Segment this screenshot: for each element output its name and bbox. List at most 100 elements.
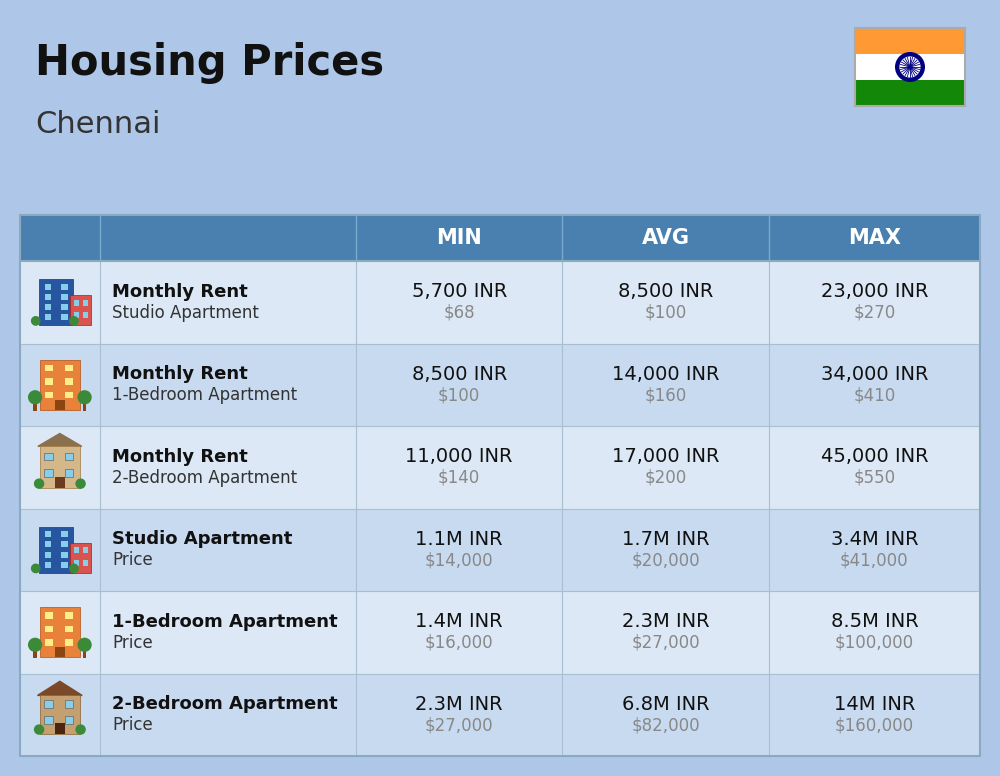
FancyBboxPatch shape (855, 54, 965, 80)
Text: Studio Apartment: Studio Apartment (112, 304, 259, 322)
FancyBboxPatch shape (20, 426, 100, 508)
FancyBboxPatch shape (45, 562, 51, 568)
FancyBboxPatch shape (562, 261, 769, 344)
FancyBboxPatch shape (100, 215, 356, 261)
Circle shape (32, 564, 40, 573)
Text: $160,000: $160,000 (835, 716, 914, 734)
FancyBboxPatch shape (74, 300, 79, 306)
FancyBboxPatch shape (356, 674, 562, 756)
FancyBboxPatch shape (562, 508, 769, 591)
Text: Monthly Rent: Monthly Rent (112, 448, 248, 466)
FancyBboxPatch shape (100, 674, 356, 756)
FancyBboxPatch shape (40, 607, 80, 657)
FancyBboxPatch shape (70, 542, 91, 573)
Text: $100: $100 (438, 386, 480, 404)
FancyBboxPatch shape (855, 80, 965, 106)
Circle shape (70, 564, 78, 573)
FancyBboxPatch shape (562, 344, 769, 426)
FancyBboxPatch shape (65, 612, 73, 618)
FancyBboxPatch shape (562, 426, 769, 508)
Text: $140: $140 (438, 469, 480, 487)
Text: $100: $100 (644, 304, 687, 322)
Text: $550: $550 (853, 469, 895, 487)
FancyBboxPatch shape (83, 560, 88, 566)
FancyBboxPatch shape (769, 674, 980, 756)
FancyBboxPatch shape (356, 508, 562, 591)
FancyBboxPatch shape (61, 552, 68, 558)
Text: MAX: MAX (848, 228, 901, 248)
Text: 17,000 INR: 17,000 INR (612, 447, 719, 466)
FancyBboxPatch shape (74, 313, 79, 318)
FancyBboxPatch shape (45, 639, 53, 646)
Text: 34,000 INR: 34,000 INR (821, 365, 928, 383)
FancyBboxPatch shape (45, 612, 53, 618)
FancyBboxPatch shape (45, 378, 53, 385)
FancyBboxPatch shape (61, 314, 68, 320)
Text: 8.5M INR: 8.5M INR (831, 612, 918, 631)
FancyBboxPatch shape (356, 344, 562, 426)
FancyBboxPatch shape (65, 452, 73, 460)
FancyBboxPatch shape (70, 296, 91, 325)
Text: Price: Price (112, 716, 153, 734)
FancyBboxPatch shape (769, 426, 980, 508)
FancyBboxPatch shape (20, 591, 100, 674)
FancyBboxPatch shape (562, 215, 769, 261)
FancyBboxPatch shape (74, 560, 79, 566)
FancyBboxPatch shape (100, 344, 356, 426)
Text: Monthly Rent: Monthly Rent (112, 365, 248, 383)
FancyBboxPatch shape (61, 284, 68, 289)
FancyBboxPatch shape (100, 591, 356, 674)
FancyBboxPatch shape (45, 284, 51, 289)
FancyBboxPatch shape (39, 527, 73, 573)
Text: $160: $160 (644, 386, 687, 404)
Circle shape (900, 57, 920, 77)
Circle shape (896, 53, 924, 81)
Text: 23,000 INR: 23,000 INR (821, 282, 928, 301)
FancyBboxPatch shape (20, 508, 100, 591)
FancyBboxPatch shape (100, 426, 356, 508)
FancyBboxPatch shape (83, 313, 88, 318)
FancyBboxPatch shape (83, 300, 88, 306)
FancyBboxPatch shape (45, 304, 51, 310)
FancyBboxPatch shape (39, 279, 73, 325)
Polygon shape (37, 681, 82, 695)
FancyBboxPatch shape (769, 215, 980, 261)
Text: 6.8M INR: 6.8M INR (622, 695, 709, 713)
Text: 8,500 INR: 8,500 INR (618, 282, 713, 301)
Text: 1.4M INR: 1.4M INR (415, 612, 503, 631)
FancyBboxPatch shape (45, 392, 53, 398)
FancyBboxPatch shape (65, 469, 73, 477)
Text: 1.7M INR: 1.7M INR (622, 529, 709, 549)
FancyBboxPatch shape (65, 378, 73, 385)
Text: 5,700 INR: 5,700 INR (412, 282, 507, 301)
FancyBboxPatch shape (55, 723, 65, 734)
Text: Price: Price (112, 552, 153, 570)
FancyBboxPatch shape (83, 400, 86, 411)
Text: 45,000 INR: 45,000 INR (821, 447, 928, 466)
Text: 2.3M INR: 2.3M INR (415, 695, 503, 713)
FancyBboxPatch shape (562, 591, 769, 674)
FancyBboxPatch shape (356, 261, 562, 344)
Text: Studio Apartment: Studio Apartment (112, 530, 293, 548)
FancyBboxPatch shape (55, 400, 65, 410)
FancyBboxPatch shape (769, 344, 980, 426)
Text: 2-Bedroom Apartment: 2-Bedroom Apartment (112, 695, 338, 713)
FancyBboxPatch shape (100, 261, 356, 344)
Text: Monthly Rent: Monthly Rent (112, 282, 248, 300)
FancyBboxPatch shape (61, 532, 68, 537)
Text: $16,000: $16,000 (425, 634, 494, 652)
Text: $27,000: $27,000 (631, 634, 700, 652)
FancyBboxPatch shape (65, 365, 73, 371)
FancyBboxPatch shape (769, 261, 980, 344)
FancyBboxPatch shape (55, 477, 65, 488)
Text: 8,500 INR: 8,500 INR (412, 365, 507, 383)
FancyBboxPatch shape (33, 400, 37, 411)
FancyBboxPatch shape (65, 625, 73, 632)
Circle shape (35, 725, 44, 734)
Text: $68: $68 (443, 304, 475, 322)
Text: $410: $410 (853, 386, 896, 404)
Text: 1-Bedroom Apartment: 1-Bedroom Apartment (112, 612, 338, 631)
Text: 11,000 INR: 11,000 INR (405, 447, 513, 466)
FancyBboxPatch shape (55, 647, 65, 657)
FancyBboxPatch shape (83, 647, 86, 658)
